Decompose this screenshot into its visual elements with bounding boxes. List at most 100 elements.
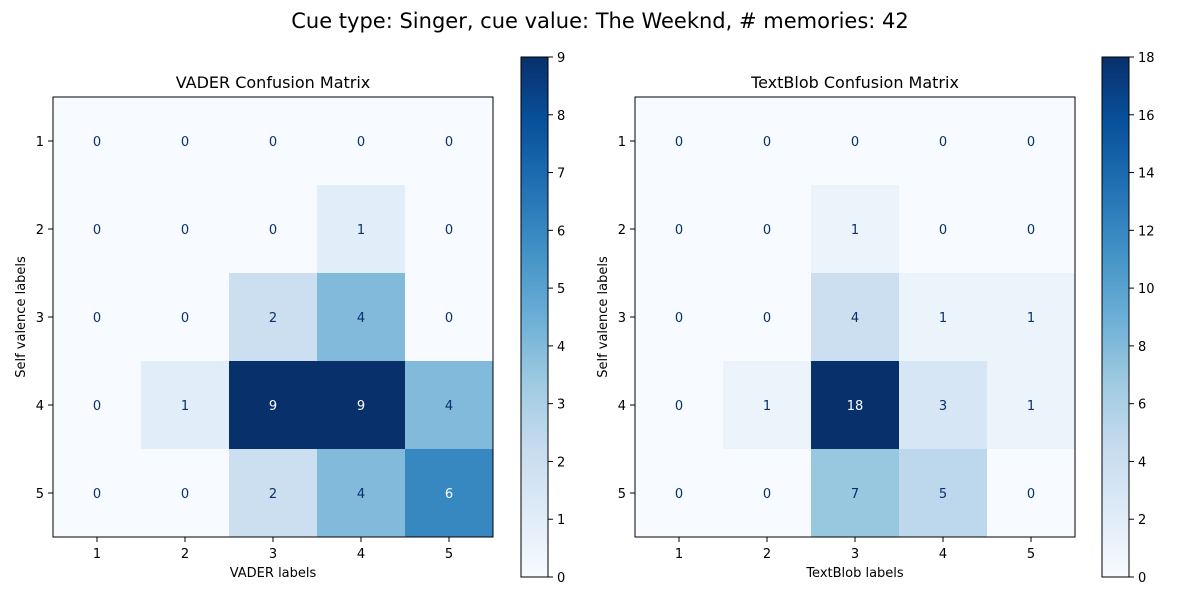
cell-value-label: 0 <box>93 223 101 238</box>
cell-value-label: 0 <box>1027 487 1035 502</box>
cell-value-label: 0 <box>445 311 453 326</box>
heatmap-cell <box>635 185 723 273</box>
heatmap-cell <box>317 273 405 361</box>
heatmap-cell <box>635 273 723 361</box>
heatmap-cells <box>53 97 493 537</box>
cell-value-label: 2 <box>269 487 277 502</box>
cell-value-label: 4 <box>445 399 453 414</box>
cell-value-label: 0 <box>181 135 189 150</box>
colorbar-gradient <box>520 56 549 578</box>
cell-value-label: 1 <box>1027 311 1035 326</box>
heatmap-cell <box>723 185 811 273</box>
colorbar-tick-label: 0 <box>1138 571 1146 586</box>
cell-value-label: 2 <box>269 311 277 326</box>
cell-value-label: 0 <box>763 223 771 238</box>
heatmap-cell <box>405 449 493 537</box>
colorbar-tick-label: 10 <box>1138 282 1155 297</box>
cell-value-label: 0 <box>181 487 189 502</box>
y-tick-label: 4 <box>618 399 626 414</box>
chart-title: TextBlob Confusion Matrix <box>750 73 959 92</box>
heatmap-cell <box>811 185 899 273</box>
y-tick-label: 3 <box>36 311 44 326</box>
heatmap-cell <box>317 185 405 273</box>
y-tick-label: 1 <box>618 135 626 150</box>
cell-value-label: 4 <box>851 311 859 326</box>
colorbar-tick-label: 2 <box>1138 513 1146 528</box>
colorbar-tick-label: 18 <box>1138 51 1155 66</box>
heatmap-cell <box>53 97 141 185</box>
chart-1: 0 0 0 0 0 0 0 0 1 0 0 0 2 4 0 0 1 9 9 4 0 0 2 4 6 1 2 3 4 5 1 2 3 4 5 VADER… <box>14 51 565 586</box>
figure-suptitle: Cue type: Singer, cue value: The Weeknd,… <box>291 9 909 33</box>
colorbar-tick-label: 8 <box>1138 340 1146 355</box>
x-axis-label: VADER labels <box>230 566 317 581</box>
heatmap-cell <box>987 361 1075 449</box>
colorbar-gradient <box>1101 56 1130 578</box>
chart-2: 0 0 0 0 00 0 1 0 00 0 4 1 10 1 18 3 10 0 7 5 01 2 3 4 512345Text… <box>596 51 1155 586</box>
heatmap-cell <box>141 449 229 537</box>
heatmap-cell <box>141 361 229 449</box>
heatmap-cell <box>635 449 723 537</box>
cell-value-label: 0 <box>181 311 189 326</box>
heatmap-cell <box>53 185 141 273</box>
colorbar-tick-label: 16 <box>1138 109 1155 124</box>
y-tick-label: 3 <box>618 311 626 326</box>
colorbar: 0 1 2 3 4 5 6 7 8 9 <box>520 51 565 586</box>
cell-value-label: 1 <box>763 399 771 414</box>
heatmap-cell <box>229 449 317 537</box>
heatmap-cell <box>723 449 811 537</box>
heatmap-cell <box>405 185 493 273</box>
y-axis-label: Self valence labels <box>596 256 611 378</box>
cell-value-label: 0 <box>269 223 277 238</box>
colorbar-tick-label: 14 <box>1138 167 1155 182</box>
heatmap-cell <box>229 97 317 185</box>
cell-value-label: 7 <box>851 487 859 502</box>
heatmap-cell <box>635 97 723 185</box>
cell-value-label: 1 <box>357 223 365 238</box>
heatmap-cell <box>141 97 229 185</box>
heatmap-cell <box>987 97 1075 185</box>
cell-value-label: 4 <box>357 487 365 502</box>
cell-value-label: 0 <box>445 135 453 150</box>
colorbar-tick-label: 4 <box>1138 455 1146 470</box>
x-tick-label: 3 <box>851 547 859 562</box>
heatmap-cell <box>987 449 1075 537</box>
cell-value-label: 0 <box>675 135 683 150</box>
cell-value-label: 0 <box>445 223 453 238</box>
cell-value-label: 5 <box>939 487 947 502</box>
cell-value-label: 0 <box>93 135 101 150</box>
cell-value-label: 0 <box>675 223 683 238</box>
colorbar-tick-label: 3 <box>557 398 565 413</box>
y-tick-label: 1 <box>36 135 44 150</box>
cell-value-label: 1 <box>851 223 859 238</box>
cell-value-label: 0 <box>763 487 771 502</box>
heatmap-cell <box>317 361 405 449</box>
cell-value-label: 0 <box>269 135 277 150</box>
cell-value-label: 0 <box>357 135 365 150</box>
heatmap-cell <box>53 361 141 449</box>
cell-value-label: 18 <box>847 399 864 414</box>
x-tick-label: 5 <box>445 547 453 562</box>
heatmap-cell <box>229 273 317 361</box>
colorbar-tick-label: 1 <box>557 513 565 528</box>
heatmap-cell <box>811 97 899 185</box>
cell-value-label: 3 <box>939 399 947 414</box>
colorbar-tick-label: 2 <box>557 455 565 470</box>
heatmap-cell <box>811 361 899 449</box>
charts-container: 0 0 0 0 00 0 0 1 00 0 2 4 00 1 9 9 40 0 2 4 61 2 3 4 512345VADER… <box>14 51 1155 586</box>
heatmap-cell <box>53 273 141 361</box>
cell-value-label: 0 <box>93 487 101 502</box>
heatmap-cell <box>899 361 987 449</box>
heatmap-cells <box>635 97 1075 537</box>
y-axis-label: Self valence labels <box>14 256 29 378</box>
x-tick-label: 2 <box>181 547 189 562</box>
heatmap-cell <box>811 273 899 361</box>
cell-value-label: 1 <box>939 311 947 326</box>
heatmap-cell <box>405 361 493 449</box>
colorbar-tick-label: 9 <box>557 51 565 66</box>
cell-value-label: 0 <box>93 311 101 326</box>
cell-value-label: 6 <box>445 487 453 502</box>
heatmap-cell <box>899 97 987 185</box>
heatmap-cell <box>141 185 229 273</box>
colorbar-tick-label: 0 <box>557 571 565 586</box>
